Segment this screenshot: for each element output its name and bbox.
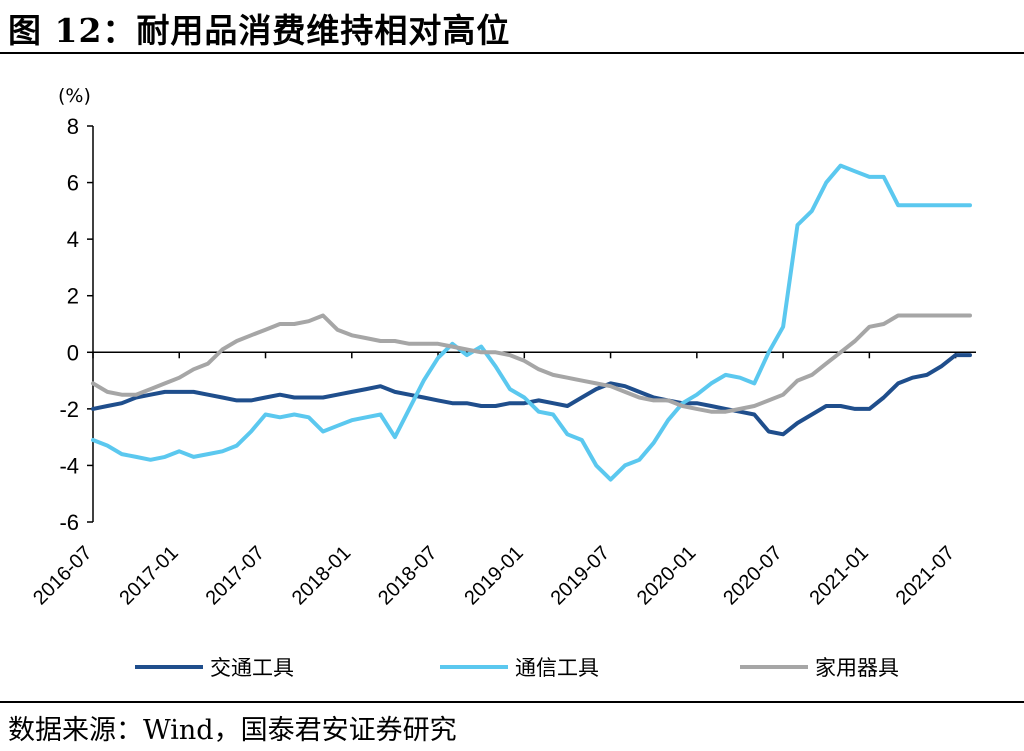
x-tick-label: 2016-07 [29, 542, 96, 609]
x-tick-label: 2020-07 [719, 542, 786, 609]
series-lines [91, 163, 972, 482]
chart: 8 6 4 2 0 -2 -4 -6 2016-07 2017-01 2017-07 2018-01… [29, 85, 976, 680]
x-tick-label: 2017-01 [115, 542, 182, 609]
source-rule [0, 701, 1024, 703]
source-note: 数据来源：Wind，国泰君安证券研究 [8, 715, 457, 746]
series-line-3 [91, 313, 972, 414]
x-tick-label: 2019-07 [547, 542, 614, 609]
x-tick-label: 2018-01 [288, 542, 355, 609]
y-tick-labels: 8 6 4 2 0 -2 -4 -6 [59, 114, 79, 535]
legend: 交通工具 通信工具 家用器具 [135, 656, 899, 680]
x-tick-labels: 2016-07 2017-01 2017-07 2018-01 2018-07 2019-… [29, 542, 959, 609]
x-tick-label: 2020-01 [633, 542, 700, 609]
y-tick-label: -2 [59, 397, 79, 422]
legend-label: 通信工具 [515, 656, 599, 680]
series-line-2 [91, 163, 972, 482]
y-tick-label: 8 [67, 114, 79, 139]
y-tick-label: 6 [67, 171, 79, 196]
y-tick-label: -4 [59, 453, 79, 478]
y-tick-label: 0 [67, 340, 79, 365]
x-tick-label: 2021-07 [892, 542, 959, 609]
y-tick-label: 2 [67, 284, 79, 309]
x-tick-label: 2021-01 [805, 542, 872, 609]
x-tick-label: 2017-07 [202, 542, 269, 609]
y-unit-label: (%) [58, 85, 91, 107]
x-tick-label: 2019-01 [460, 542, 527, 609]
figure-title: 图 12：耐用品消费维持相对高位 [8, 11, 511, 50]
legend-label: 交通工具 [210, 656, 294, 680]
chart-axes [87, 125, 976, 523]
y-tick-label: 4 [67, 227, 79, 252]
legend-label: 家用器具 [815, 656, 899, 680]
y-tick-label: -6 [59, 510, 79, 535]
title-rule [0, 52, 1024, 54]
x-tick-label: 2018-07 [374, 542, 441, 609]
